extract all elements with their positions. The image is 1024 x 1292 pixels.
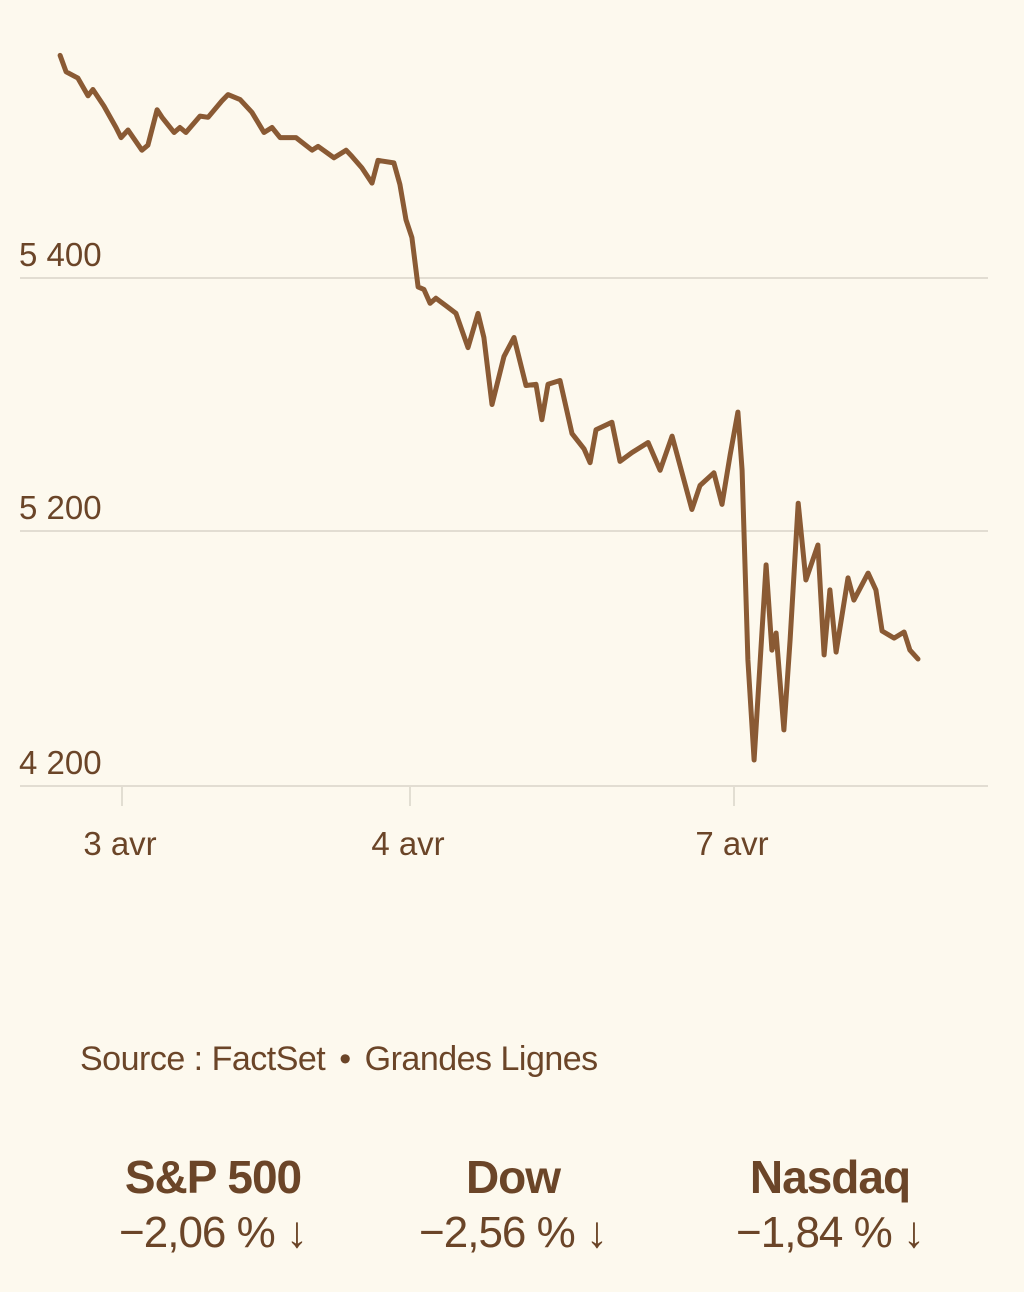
line-chart: 5 400 5 200 4 200 3 avr 4 avr 7 avr	[19, 52, 988, 862]
stat-name: Nasdaq	[749, 1151, 911, 1203]
x-tick-label: 3 avr	[83, 825, 156, 862]
stat-dow: Dow −2,56 % ↓	[363, 1150, 663, 1258]
stat-name: S&P 500	[124, 1151, 302, 1203]
series-line	[57, 52, 921, 763]
source-note: Source : FactSet • Grandes Lignes	[80, 1040, 598, 1079]
publisher-label: Grandes Lignes	[364, 1040, 599, 1078]
stat-name: Dow	[465, 1151, 561, 1203]
y-tick-label: 5 200	[19, 489, 102, 526]
x-tick-label: 7 avr	[695, 825, 768, 862]
stat-nasdaq: Nasdaq −1,84 % ↓	[680, 1150, 980, 1258]
stat-sp500: S&P 500 −2,06 % ↓	[63, 1150, 363, 1258]
separator-dot: •	[339, 1040, 351, 1078]
x-tick-label: 4 avr	[371, 825, 444, 862]
stat-change: −2,06 % ↓	[119, 1208, 308, 1257]
stat-change: −2,56 % ↓	[419, 1208, 608, 1257]
source-label: Source : FactSet	[80, 1040, 326, 1078]
stat-change: −1,84 % ↓	[736, 1208, 925, 1257]
y-tick-label: 5 400	[19, 236, 102, 273]
y-tick-label: 4 200	[19, 744, 102, 781]
